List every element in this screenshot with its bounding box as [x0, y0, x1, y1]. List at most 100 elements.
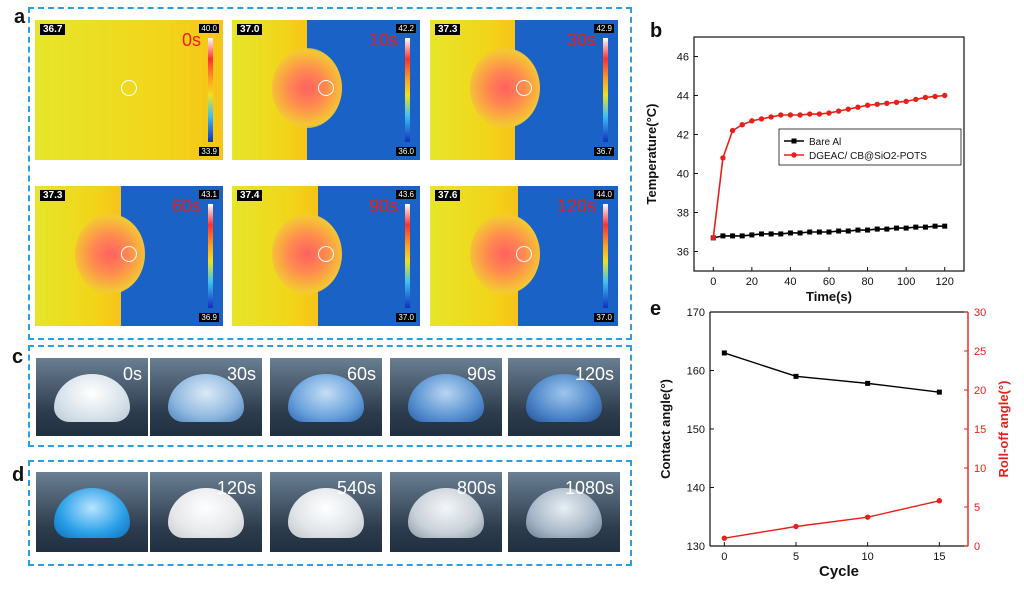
data-point — [768, 114, 774, 120]
data-point — [739, 122, 745, 128]
series-line — [724, 352, 940, 393]
data-point — [778, 112, 784, 118]
data-point — [721, 350, 727, 356]
droplet-photo: 60s — [270, 358, 382, 436]
series-line — [724, 500, 940, 539]
time-label: 120s — [574, 364, 614, 384]
data-point — [730, 233, 736, 239]
color-scale-bar — [208, 204, 213, 308]
crosshair-icon — [516, 246, 532, 262]
data-point — [778, 231, 784, 237]
data-point — [932, 223, 938, 229]
droplet-photo: 120s — [508, 358, 620, 436]
color-scale-bar — [208, 38, 213, 142]
data-point — [903, 98, 909, 105]
data-point — [721, 535, 728, 541]
temperature-readout: 37.6 — [435, 190, 461, 201]
y-tick-label: 46 — [677, 52, 689, 64]
water-droplet — [407, 374, 485, 422]
time-label: 120s — [216, 478, 256, 498]
water-droplet — [53, 488, 131, 538]
y-right-tick-label: 30 — [974, 307, 986, 319]
x-tick-label: 100 — [897, 276, 915, 288]
y-tick-label: 160 — [687, 366, 705, 378]
x-axis-label: Time(s) — [806, 289, 852, 304]
data-point — [864, 514, 871, 520]
data-point — [884, 226, 890, 232]
y-tick-label: 36 — [677, 247, 689, 259]
thermal-image: 37.6 44.0 37.0 120s — [430, 186, 618, 326]
droplet-photo: 0s — [36, 358, 148, 436]
color-scale-bar — [603, 204, 608, 308]
data-point — [793, 523, 799, 530]
data-point — [835, 108, 842, 114]
data-point — [807, 229, 813, 235]
data-point — [816, 229, 822, 235]
data-point — [922, 224, 928, 230]
data-point — [749, 232, 755, 238]
time-label: 120s — [556, 196, 596, 216]
y-tick-label: 44 — [677, 91, 689, 103]
chart-temperature: 0 20 40 60 80 100 120 36 38 40 42 44 46 Time(s) Temper… — [644, 36, 965, 304]
data-point — [826, 229, 832, 235]
x-tick-label: 120 — [936, 276, 954, 288]
y-tick-label: 42 — [677, 130, 689, 142]
data-point — [749, 118, 755, 124]
water-droplet — [287, 488, 365, 538]
panel-c-frame — [28, 345, 632, 447]
panel-a-label: a — [14, 6, 26, 28]
color-scale-bar — [405, 38, 410, 142]
scale-max: 42.9 — [594, 24, 614, 33]
x-tick-label: 20 — [746, 276, 758, 288]
thermal-image: 37.3 43.1 36.9 60s — [35, 186, 223, 326]
data-point — [855, 104, 861, 110]
time-label: 90s — [368, 196, 398, 216]
panel-c-label: c — [12, 346, 24, 368]
temperature-readout: 37.0 — [237, 24, 263, 35]
droplet-photo: 120s — [150, 472, 262, 552]
series-line — [712, 94, 945, 238]
droplet-photo — [36, 472, 148, 552]
panel-e-label: e — [650, 298, 662, 320]
color-scale-bar — [405, 204, 410, 308]
data-point — [942, 92, 948, 99]
thermal-image: 37.3 42.9 36.7 30s — [430, 20, 618, 160]
scale-max: 42.2 — [396, 24, 416, 33]
water-droplet — [407, 488, 485, 538]
data-point — [865, 227, 871, 233]
legend-label: Bare Al — [809, 137, 841, 148]
y-right-axis-label: Roll-off angle(°) — [996, 381, 1011, 478]
water-droplet — [287, 374, 365, 422]
y-axis-label: Temperature(°C) — [644, 103, 659, 204]
x-tick-label: 0 — [721, 551, 727, 563]
crosshair-icon — [121, 80, 137, 96]
droplet-photo: 540s — [270, 472, 382, 552]
x-axis-label: Cycle — [819, 563, 859, 580]
scale-min: 37.0 — [594, 313, 614, 322]
scale-min: 36.0 — [396, 147, 416, 156]
time-label: 60s — [346, 364, 376, 384]
y-tick-label: 130 — [687, 541, 705, 553]
y-tick-label: 140 — [687, 483, 705, 495]
scale-max: 40.0 — [199, 24, 219, 33]
data-point — [913, 224, 919, 230]
data-point — [758, 116, 765, 122]
y-right-tick-label: 10 — [974, 463, 986, 475]
y-tick-label: 150 — [687, 424, 705, 436]
y-axis-label: Contact angle(°) — [658, 379, 673, 479]
data-point — [797, 112, 803, 118]
data-point — [865, 380, 871, 386]
water-droplet — [525, 488, 603, 538]
data-point — [768, 231, 774, 237]
data-point — [793, 373, 799, 379]
droplet-photo: 30s — [150, 358, 262, 436]
data-point — [903, 225, 909, 231]
scale-min: 36.9 — [199, 313, 219, 322]
thermal-image: 36.7 40.0 33.9 0s — [35, 20, 223, 160]
water-droplet — [525, 374, 603, 422]
x-tick-label: 5 — [793, 551, 799, 563]
droplet-photo: 90s — [390, 358, 502, 436]
data-point — [936, 389, 942, 395]
droplet-photo: 800s — [390, 472, 502, 552]
y-right-tick-label: 25 — [974, 346, 986, 358]
